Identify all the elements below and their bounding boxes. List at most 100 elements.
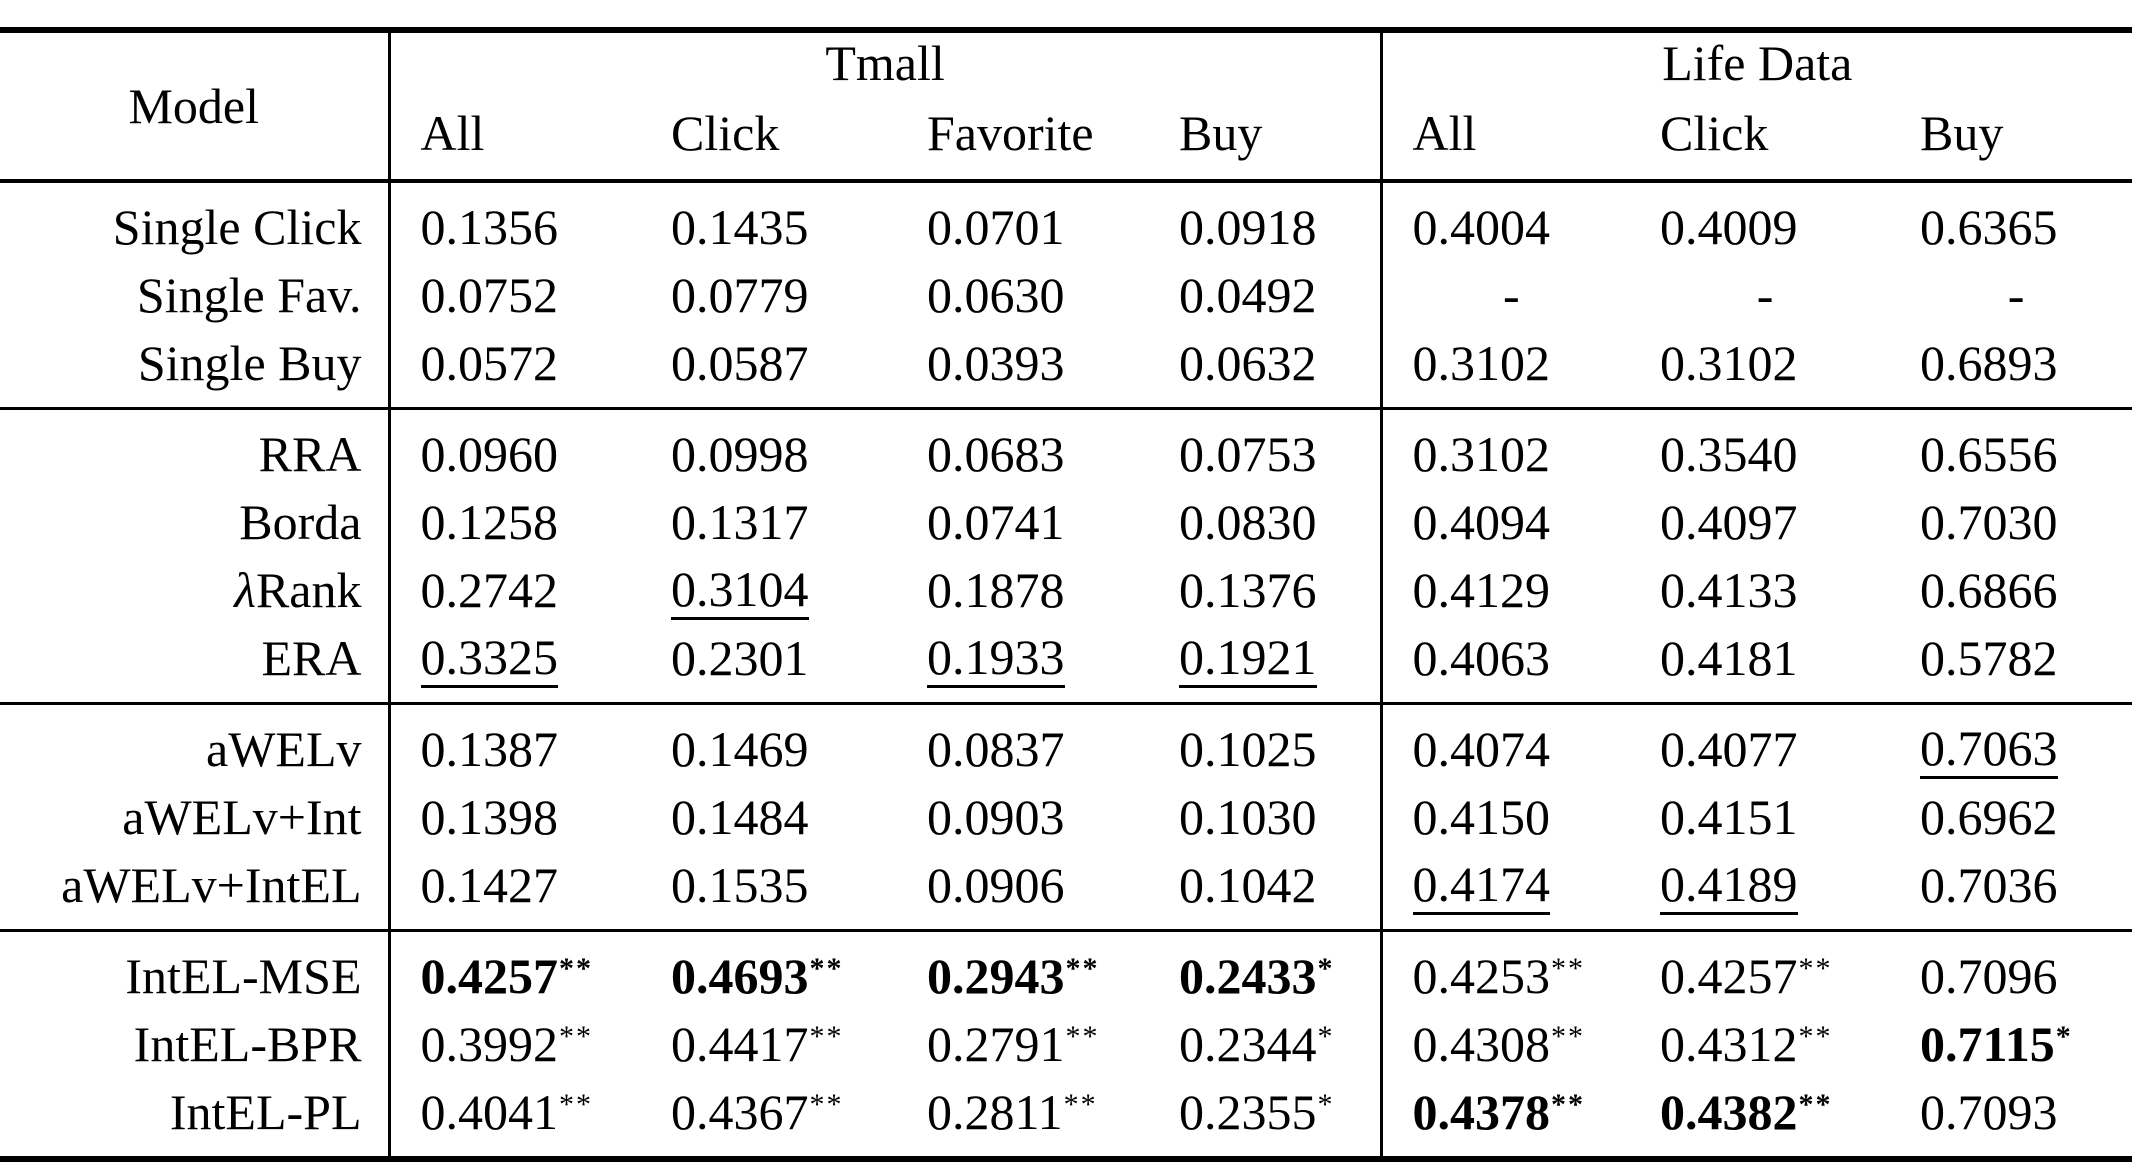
metric-value: 0.0572: [420, 335, 559, 391]
metric-cell: 0.4378**: [1379, 1078, 1631, 1159]
metric-cell: 0.1921: [1149, 624, 1381, 704]
metric-cell: 0.4257**: [1630, 931, 1890, 1011]
significance-marker: **: [1798, 1020, 1833, 1053]
metric-value: 0.4097: [1660, 494, 1798, 550]
significance-marker: **: [809, 1020, 844, 1053]
significance-marker: **: [1065, 1020, 1100, 1053]
metric-value: 0.0918: [1179, 199, 1317, 255]
metric-value: 0.4174: [1412, 858, 1551, 916]
metric-value: 0.1356: [420, 199, 559, 255]
metric-cell: 0.7030: [1890, 488, 2132, 556]
metric-value: 0.1387: [420, 721, 559, 777]
metric-cell: 0.4129: [1379, 556, 1631, 624]
metric-cell: 0.4077: [1630, 704, 1890, 784]
metric-cell: 0.0752: [387, 261, 641, 329]
column-header-tmall-buy: Buy: [1179, 105, 1263, 161]
significance-marker: *: [2055, 1020, 2073, 1053]
metric-cell: 0.1398: [387, 783, 641, 851]
metric-value: 0.1484: [671, 789, 809, 845]
column-group-life-data: Life Data: [1379, 30, 2132, 93]
metric-value: 0.2791: [927, 1016, 1065, 1072]
column-header-life-buy: Buy: [1920, 105, 2004, 161]
metric-value: 0.7096: [1920, 948, 2058, 1004]
header-columns-row: All Click Favorite Buy All Click Buy: [0, 93, 2132, 181]
metric-cell: 0.1376: [1149, 556, 1381, 624]
table-row: aWELv 0.1387 0.1469 0.0837 0.1025 0.4074 0.407…: [0, 703, 2132, 784]
metric-value: 0.0632: [1179, 335, 1317, 391]
metric-value: 0.0587: [671, 335, 809, 391]
metric-value: 0.7093: [1920, 1084, 2058, 1140]
metric-cell: 0.2943**: [897, 931, 1149, 1011]
metric-cell: 0.4151: [1630, 783, 1890, 851]
table-row: IntEL-PL 0.4041** 0.4367** 0.2811** 0.2355* 0…: [0, 1078, 2132, 1159]
table-row: RRA 0.0960 0.0998 0.0683 0.0753 0.3102 0.3540 0…: [0, 408, 2132, 489]
metric-value: 0.0903: [927, 789, 1065, 845]
model-name-cell: Borda: [0, 488, 391, 556]
metric-cell: -: [1890, 261, 2132, 329]
metric-value: 0.2811: [927, 1084, 1063, 1140]
metric-cell: 0.0830: [1149, 488, 1381, 556]
metric-cell: 0.0906: [897, 851, 1149, 931]
metric-cell: -: [1379, 261, 1631, 329]
row-group: IntEL-MSE 0.4257** 0.4693** 0.2943** 0.2433*…: [0, 930, 2132, 1159]
row-group: RRA 0.0960 0.0998 0.0683 0.0753 0.3102 0.3540 0…: [0, 408, 2132, 704]
metric-value: 0.4129: [1412, 562, 1551, 618]
metric-value: 0.4378: [1412, 1084, 1551, 1140]
metric-value: 0.0998: [671, 426, 809, 482]
metric-value: 0.1317: [671, 494, 809, 550]
table-row: Single Fav. 0.0752 0.0779 0.0630 0.0492 - - -: [0, 261, 2132, 329]
significance-marker: **: [559, 1020, 593, 1053]
metric-cell: 0.7093: [1890, 1078, 2132, 1159]
metric-cell: 0.4189: [1630, 851, 1890, 931]
metric-cell: 0.1535: [641, 851, 897, 931]
metric-value: 0.0683: [927, 426, 1065, 482]
model-name-cell: aWELv+Int: [0, 783, 391, 851]
metric-cell: 0.4174: [1379, 851, 1631, 931]
metric-value: 0.1933: [927, 631, 1065, 689]
metric-cell: 0.3325: [387, 624, 641, 704]
metric-cell: 0.4417**: [641, 1010, 897, 1078]
metric-value: 0.5782: [1920, 630, 2058, 686]
metric-cell: 0.4382**: [1630, 1078, 1890, 1159]
metric-cell: 0.6365: [1890, 181, 2132, 261]
metric-value: 0.3540: [1660, 426, 1798, 482]
metric-cell: 0.6893: [1890, 329, 2132, 409]
significance-marker: **: [559, 1088, 593, 1121]
metric-value: 0.1435: [671, 199, 809, 255]
column-header-model: Model: [0, 30, 391, 181]
metric-value: 0.1042: [1179, 857, 1317, 913]
metric-value: 0.2301: [671, 630, 809, 686]
metric-value: 0.0492: [1179, 267, 1317, 323]
metric-value: 0.7030: [1920, 494, 2058, 550]
metric-cell: 0.0630: [897, 261, 1149, 329]
metric-value: 0.4367: [671, 1084, 809, 1140]
metric-value: 0.1878: [927, 562, 1065, 618]
metric-value: 0.4077: [1660, 721, 1798, 777]
metric-cell: 0.1878: [897, 556, 1149, 624]
metric-cell: 0.2344*: [1149, 1010, 1381, 1078]
metric-cell: 0.1356: [387, 181, 641, 261]
metric-value: 0.6556: [1920, 426, 2058, 482]
significance-marker: **: [1798, 1088, 1833, 1121]
metric-value: 0.7063: [1920, 722, 2058, 780]
model-name-cell: IntEL-BPR: [0, 1010, 391, 1078]
metric-cell: 0.2433*: [1149, 931, 1381, 1011]
metric-cell: -: [1630, 261, 1890, 329]
metric-cell: 0.4253**: [1379, 930, 1631, 1010]
metric-value: 0.1030: [1179, 789, 1317, 845]
table-row: aWELv+Int 0.1398 0.1484 0.0903 0.1030 0.4150 0…: [0, 783, 2132, 851]
metric-value: 0.1258: [420, 494, 559, 550]
metric-cell: 0.0903: [897, 783, 1149, 851]
significance-marker: **: [1551, 1088, 1586, 1121]
metric-value: 0.4417: [671, 1016, 809, 1072]
significance-marker: **: [809, 1088, 844, 1121]
metric-cell: 0.0683: [897, 409, 1149, 489]
metric-cell: 0.4367**: [641, 1078, 897, 1159]
table-row: Single Click 0.1356 0.1435 0.0701 0.0918 0.40…: [0, 181, 2132, 261]
metric-value: 0.4189: [1660, 858, 1798, 916]
metric-cell: 0.4308**: [1379, 1010, 1631, 1078]
metric-cell: 0.4009: [1630, 181, 1890, 261]
metric-value: 0.4382: [1660, 1084, 1798, 1140]
metric-cell: 0.4097: [1630, 488, 1890, 556]
metric-value: 0.1427: [420, 857, 559, 913]
